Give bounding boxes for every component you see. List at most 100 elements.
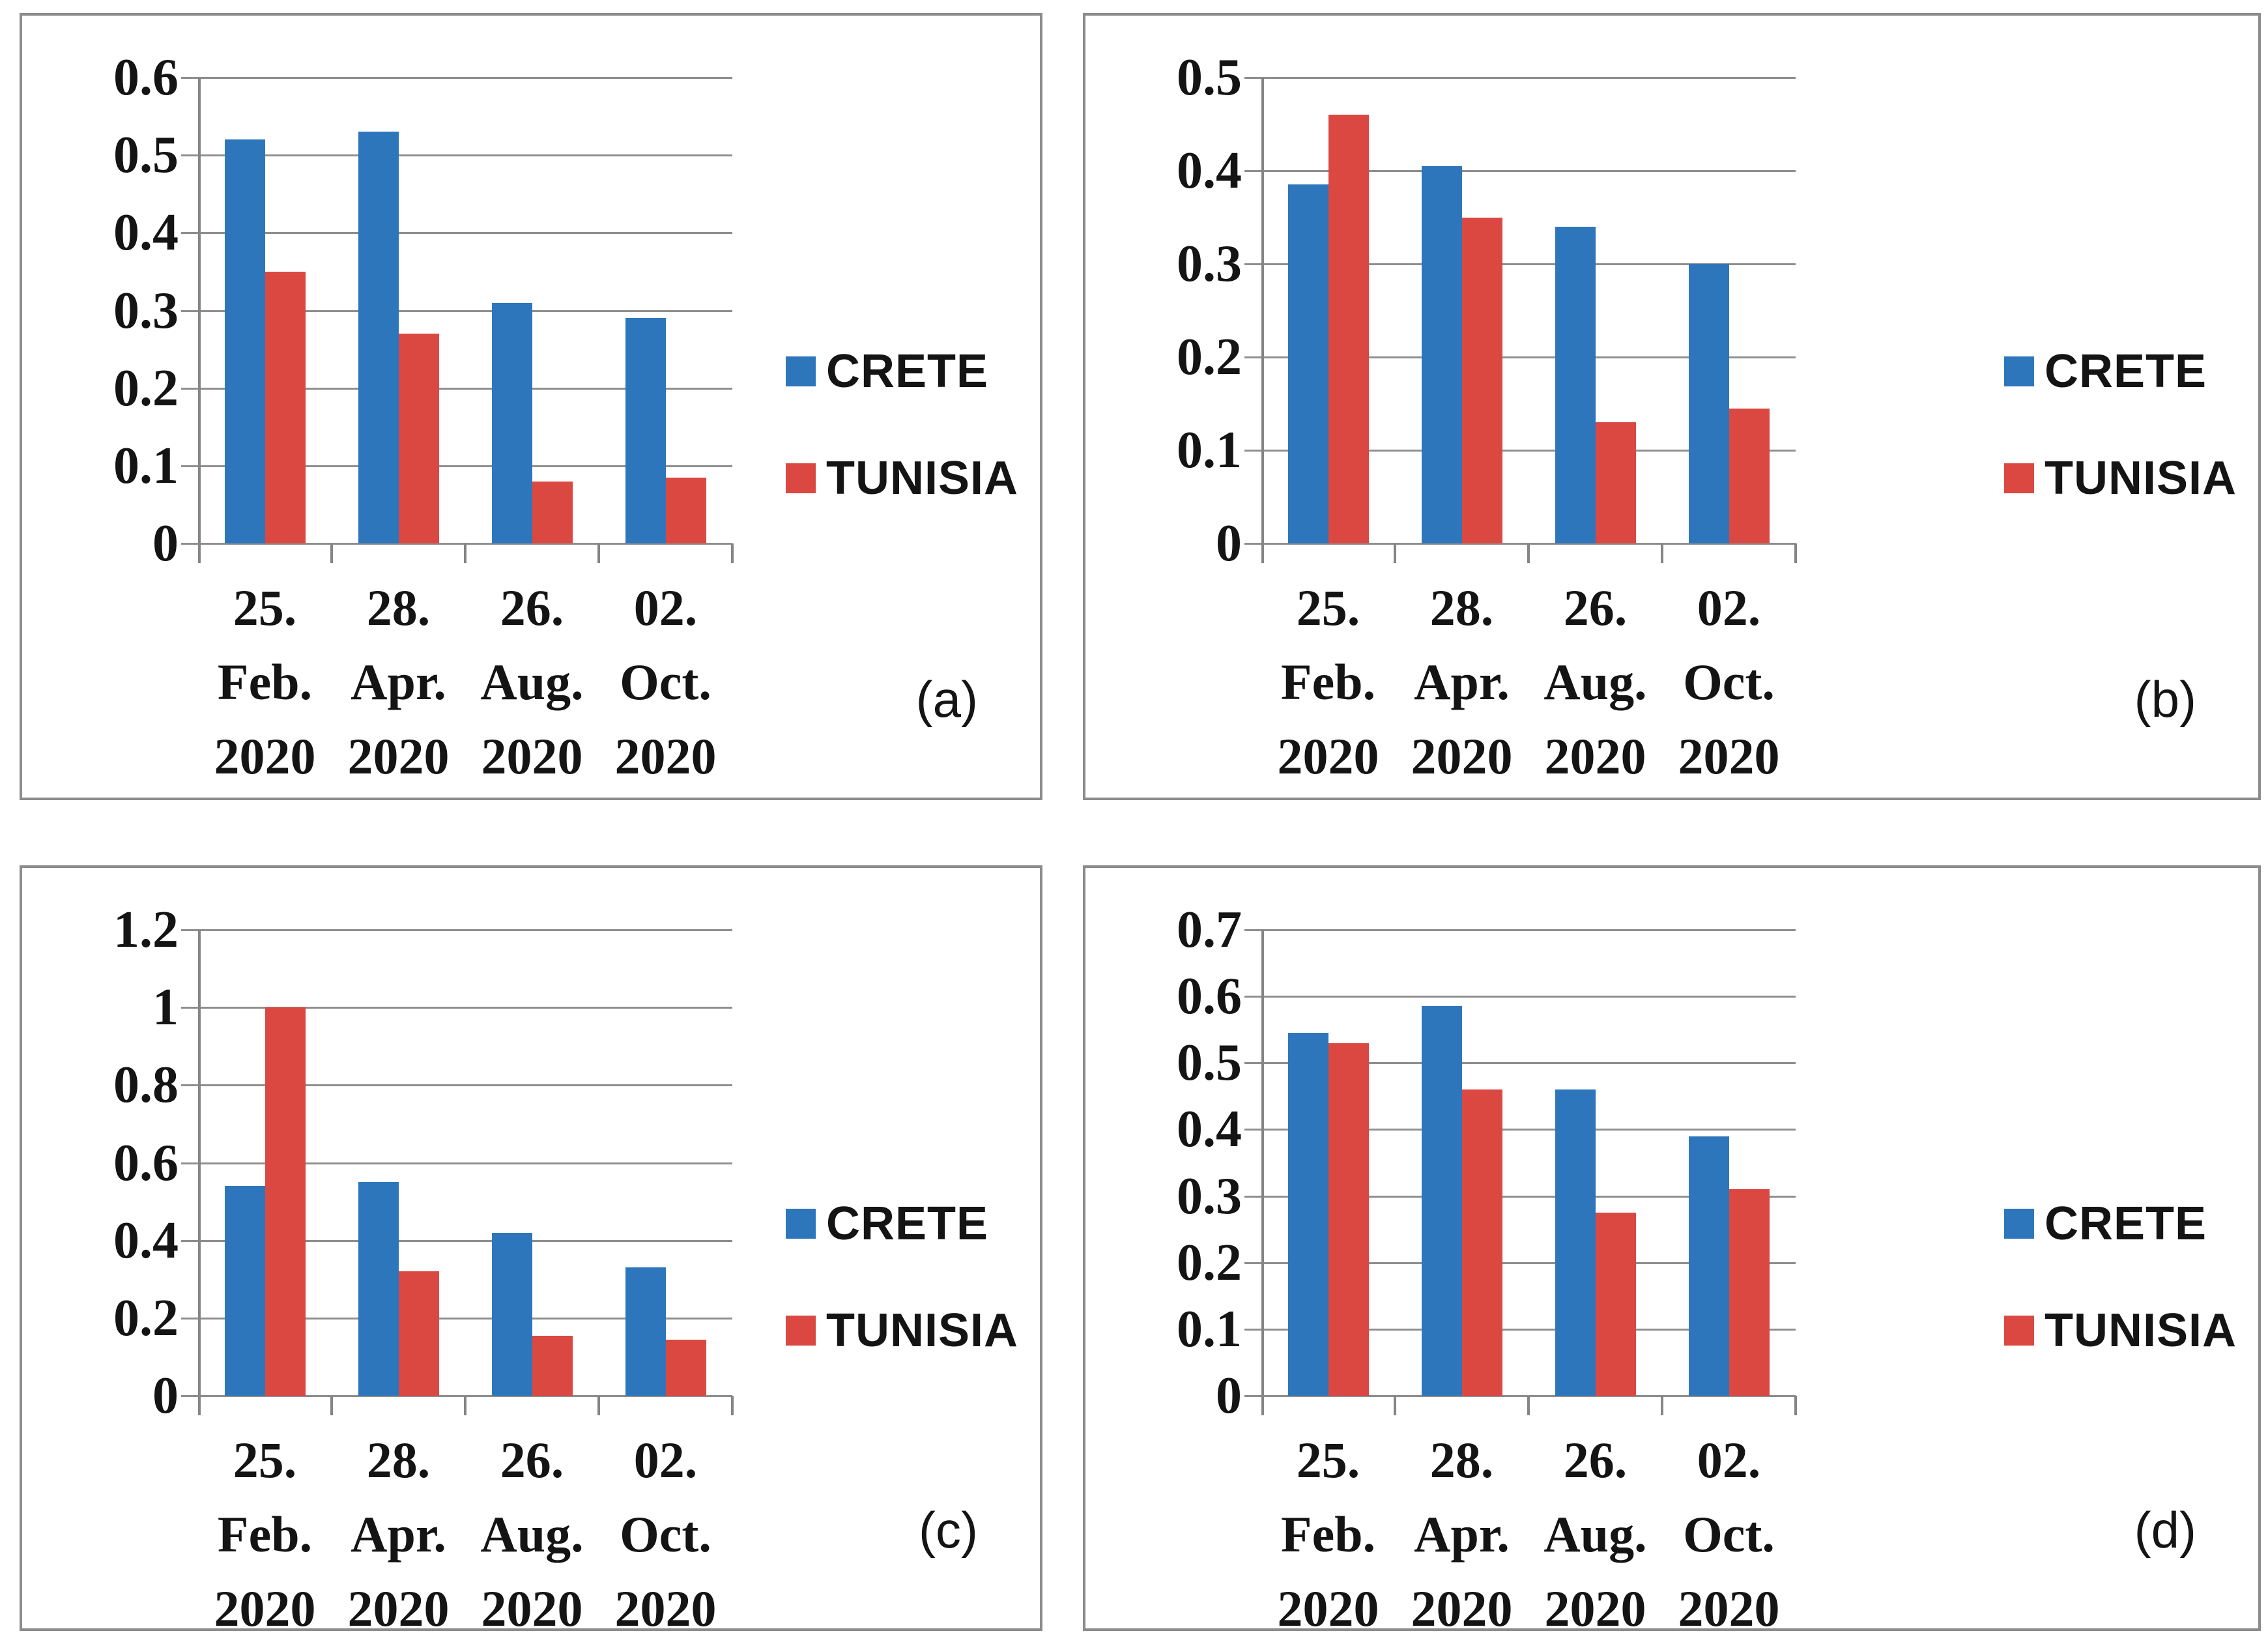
y-tick-label: 0.7 [1177, 901, 1242, 959]
x-tick-line: Oct. [1683, 1506, 1775, 1563]
x-tick-label-1: 25. Feb. 2020 [180, 1423, 350, 1631]
bar-crete-3 [1555, 1089, 1596, 1396]
x-axis-boundary-tick [1661, 1396, 1663, 1415]
bar-crete-1 [1287, 184, 1328, 543]
y-gridline [1244, 1328, 1796, 1331]
y-tick-label: 0.3 [113, 281, 179, 339]
crete-swatch-icon [2004, 1209, 2034, 1239]
legend-item-tunisia: TUNISIA [2004, 1304, 2237, 1357]
x-axis-boundary-tick [1394, 1396, 1396, 1415]
bar-tunisia-4 [1729, 1189, 1770, 1396]
y-axis-line [198, 78, 201, 563]
x-axis-gridline [181, 543, 732, 545]
legend-label: CRETE [826, 345, 989, 397]
x-tick-label-1: 25. Feb. 2020 [1244, 1423, 1413, 1628]
bar-crete-3 [1555, 227, 1596, 543]
x-tick-line: 2020 [1277, 728, 1379, 785]
y-tick-label: 0.4 [1177, 1101, 1242, 1159]
x-axis-boundary-tick [1527, 543, 1530, 563]
y-gridline [181, 77, 732, 79]
x-axis-boundary-tick [464, 1396, 467, 1415]
tunisia-swatch-icon [786, 463, 816, 493]
y-tick-label: 0.3 [1177, 235, 1242, 293]
bar-tunisia-3 [1595, 422, 1636, 543]
x-tick-line: 02. [633, 579, 698, 636]
bar-crete-4 [1688, 1136, 1729, 1396]
y-tick-label: 0.2 [1177, 1233, 1242, 1291]
bar-crete-2 [358, 132, 399, 543]
x-tick-label-3: 26. Aug. 2020 [448, 1423, 617, 1628]
x-tick-line: 2020 [1411, 728, 1513, 785]
bar-crete-2 [1421, 166, 1462, 543]
y-gridline [1244, 1062, 1796, 1065]
x-axis-boundary-tick [330, 543, 333, 563]
bar-crete-4 [1688, 264, 1729, 543]
x-tick-line: Feb. [1280, 1506, 1376, 1563]
panel-letter-label: (a) [915, 671, 978, 728]
legend-item-tunisia: TUNISIA [786, 1304, 1018, 1357]
bar-crete-1 [224, 1186, 265, 1396]
bar-crete-3 [491, 1233, 532, 1396]
tunisia-swatch-icon [2004, 463, 2034, 493]
y-tick-label: 1 [152, 979, 179, 1037]
x-tick-line: 2020 [214, 1580, 316, 1631]
bar-crete-1 [224, 139, 265, 543]
y-gridline [1244, 77, 1796, 79]
y-axis-line [198, 930, 201, 1415]
y-tick-label: 0.6 [1177, 968, 1242, 1026]
x-tick-label-4: 02. Oct. 2020 [1644, 571, 1814, 794]
x-tick-line: 2020 [614, 1580, 717, 1631]
x-axis-gridline [181, 1395, 732, 1397]
x-tick-label-3: 26. Aug. 2020 [1511, 1423, 1680, 1628]
x-tick-line: 2020 [1544, 728, 1646, 785]
y-tick-label: 0.1 [1177, 422, 1242, 479]
x-tick-line: 2020 [614, 728, 717, 785]
x-tick-line: Apr. [1414, 1506, 1510, 1563]
y-tick-label: 0.8 [113, 1056, 179, 1114]
x-tick-line: Apr. [351, 654, 446, 710]
y-gridline [181, 387, 732, 390]
legend-label: CRETE [2045, 345, 2207, 397]
x-tick-line: Oct. [620, 654, 711, 710]
legend-item-crete: CRETE [786, 345, 1018, 398]
chart-panel-d: 0.7 0.6 0.5 0.4 0.3 0.2 0.1 0 25. Feb. 2020 28. Apr.… [1083, 865, 2261, 1631]
x-tick-label-2: 28. Apr. 2020 [1377, 571, 1547, 794]
bar-tunisia-1 [265, 272, 306, 543]
x-tick-line: 26. [500, 579, 564, 636]
x-tick-line: 26. [1563, 579, 1628, 636]
x-tick-line: 26. [1563, 1432, 1628, 1488]
x-tick-line: 2020 [214, 728, 316, 785]
x-axis-boundary-tick [1661, 543, 1663, 563]
bar-crete-2 [358, 1182, 399, 1396]
x-axis-boundary-tick [464, 543, 467, 563]
y-tick-label: 0 [1216, 515, 1242, 572]
y-axis-line [1261, 930, 1264, 1415]
bar-tunisia-4 [1729, 409, 1770, 543]
y-tick-label: 0.5 [113, 126, 179, 184]
y-gridline [1244, 996, 1796, 998]
x-tick-line: 28. [366, 579, 431, 636]
y-gridline [181, 232, 732, 235]
y-gridline [1244, 929, 1796, 931]
y-gridline [181, 1162, 732, 1164]
bar-tunisia-3 [532, 1336, 573, 1396]
panel-letter-label: (c) [919, 1501, 978, 1559]
y-tick-label: 0 [1216, 1367, 1242, 1424]
y-tick-label: 0.1 [113, 437, 179, 495]
crete-swatch-icon [786, 356, 816, 386]
x-tick-label-1: 25. Feb. 2020 [180, 571, 350, 794]
x-tick-line: 28. [1429, 579, 1494, 636]
y-tick-label: 0.6 [113, 1134, 179, 1192]
x-tick-line: Apr. [1414, 654, 1510, 710]
x-tick-line: 2020 [1678, 728, 1780, 785]
x-axis-boundary-tick [731, 543, 734, 563]
x-tick-line: 25. [233, 1432, 297, 1488]
x-tick-line: 02. [633, 1432, 698, 1488]
y-tick-label: 0.4 [113, 1211, 179, 1269]
y-tick-label: 0.3 [1177, 1167, 1242, 1225]
y-gridline [181, 154, 732, 157]
chart-panel-a: 0.6 0.5 0.4 0.3 0.2 0.1 0 25. Feb. 2020 28. Apr. 202… [20, 13, 1042, 800]
x-axis-boundary-tick [597, 543, 600, 563]
tunisia-swatch-icon [2004, 1316, 2034, 1346]
